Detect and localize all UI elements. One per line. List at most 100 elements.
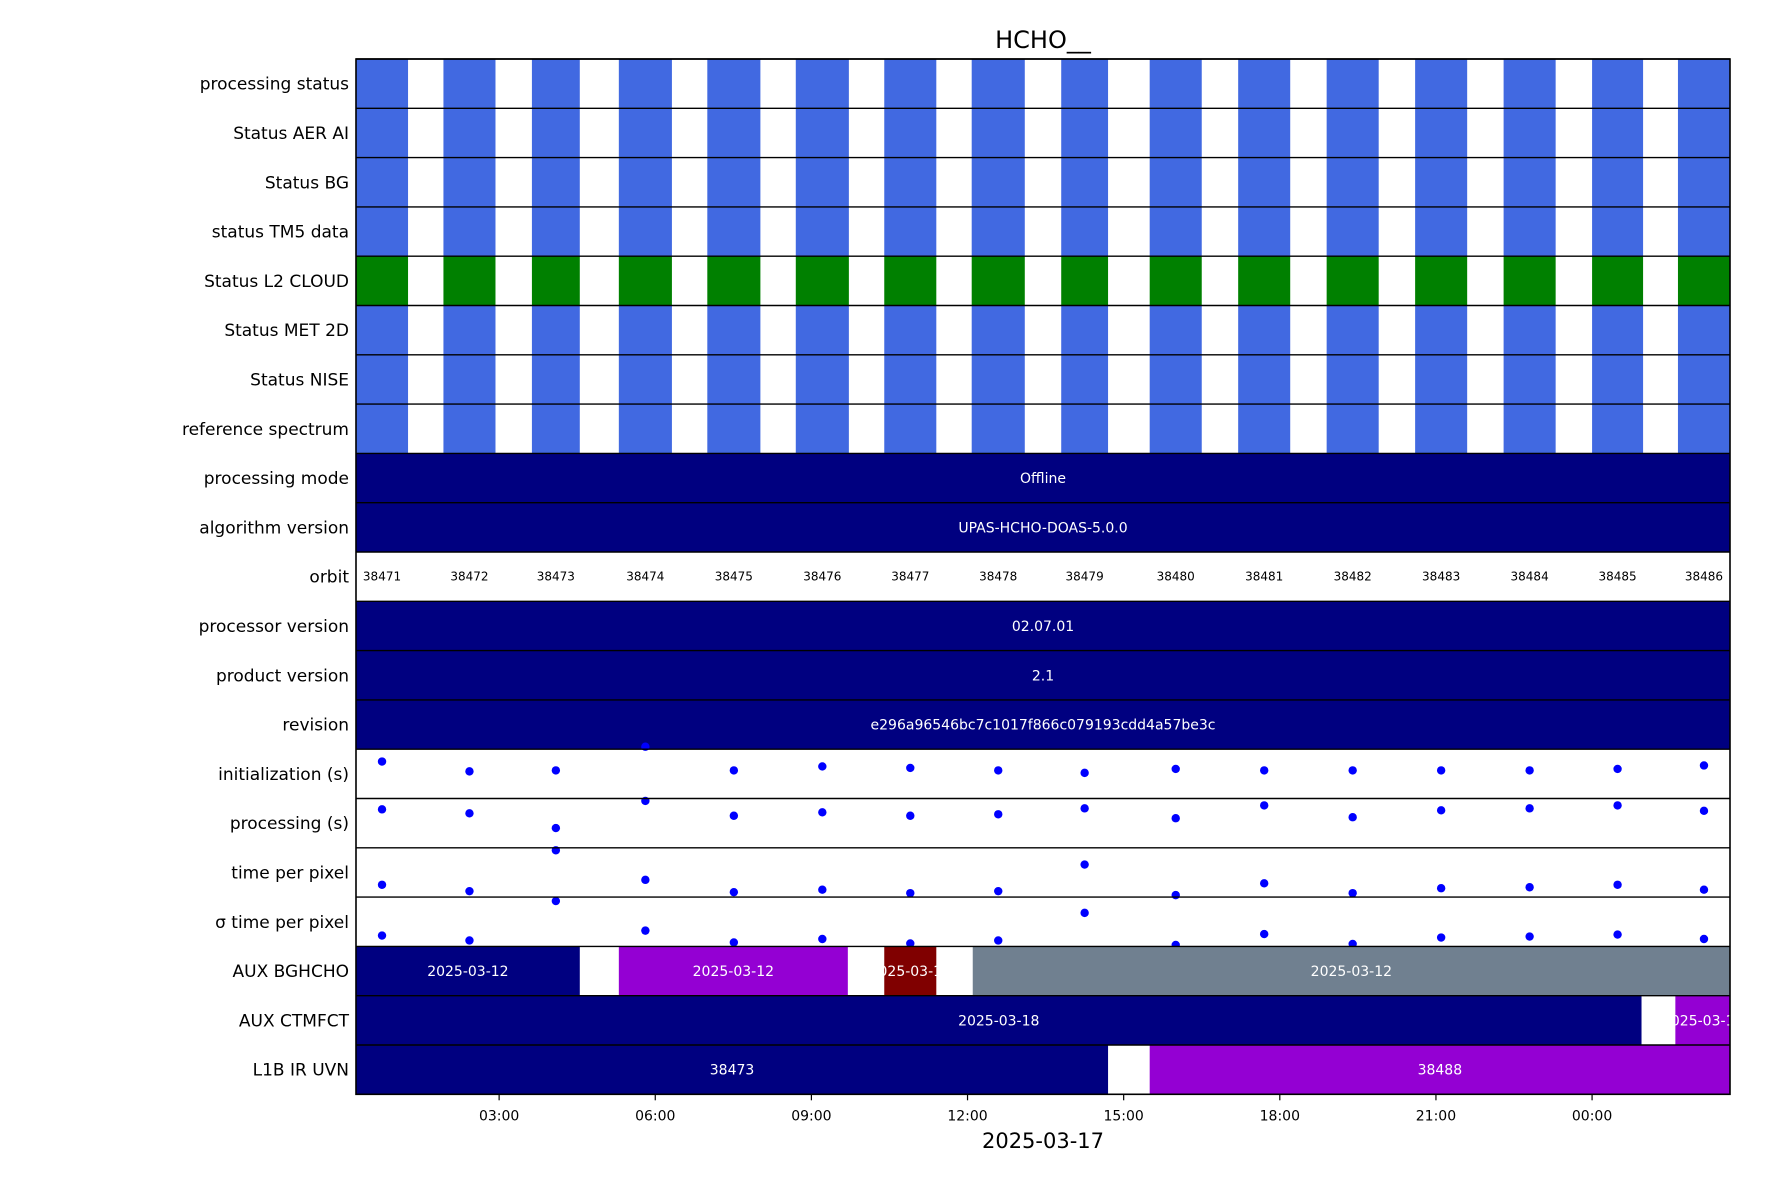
data-point	[906, 763, 915, 773]
status-bar	[884, 354, 937, 405]
status-bar	[1061, 157, 1109, 207]
data-point	[1080, 768, 1089, 778]
status-bar	[1238, 206, 1291, 257]
status-bar	[1677, 157, 1730, 207]
data-point	[994, 886, 1003, 896]
row-label: product version	[216, 666, 349, 686]
status-bar	[1238, 59, 1291, 109]
data-point	[1348, 766, 1357, 775]
status-bar	[1061, 305, 1109, 355]
status-bar	[618, 157, 672, 207]
status-bar	[1677, 59, 1730, 109]
status-bar	[356, 157, 409, 207]
segment-label: 2025-03-12	[693, 964, 774, 980]
data-point	[1613, 930, 1622, 939]
band-label: 2.1	[1032, 668, 1054, 684]
status-bar	[1415, 305, 1468, 355]
segment-bar	[1675, 995, 1730, 1045]
status-bar	[1061, 206, 1109, 257]
orbit-label: 38479	[1066, 570, 1104, 584]
data-point	[1613, 764, 1622, 774]
data-point	[818, 934, 827, 944]
status-bar	[356, 305, 409, 355]
status-bar	[707, 59, 761, 109]
status-bar	[1503, 108, 1556, 158]
x-tick-label: 00:00	[1572, 1108, 1612, 1124]
status-bar	[1238, 108, 1291, 158]
status-bar	[795, 305, 849, 355]
status-bar	[795, 108, 849, 158]
data-point	[994, 810, 1003, 819]
status-bar	[531, 354, 580, 405]
row-label: AUX CTMFCT	[239, 1011, 350, 1031]
status-bar	[1503, 256, 1556, 306]
status-bar	[1061, 404, 1109, 454]
status-bar	[971, 206, 1025, 257]
status-bar	[618, 206, 672, 257]
status-bar	[707, 404, 761, 454]
status-bar	[795, 206, 849, 257]
status-bar	[1592, 59, 1644, 109]
data-point	[641, 875, 650, 885]
data-point	[377, 805, 387, 814]
status-bar	[1503, 404, 1556, 454]
status-bar	[1149, 404, 1202, 454]
status-bar	[884, 206, 937, 257]
data-point	[1699, 761, 1709, 770]
status-bar	[443, 354, 496, 405]
status-bar	[1592, 354, 1644, 405]
data-point	[1259, 879, 1269, 888]
data-point	[818, 808, 827, 817]
segment-label: 2025-03-19	[1662, 1013, 1743, 1029]
segment-label: 2025-03-18	[958, 1013, 1039, 1029]
data-point	[994, 766, 1003, 775]
x-tick-label: 15:00	[1103, 1108, 1143, 1124]
status-bar	[1503, 59, 1556, 109]
status-bar	[531, 59, 580, 109]
status-bar	[443, 404, 496, 454]
data-point	[1699, 885, 1709, 894]
status-bar	[1677, 354, 1730, 405]
segment-bar	[356, 946, 580, 996]
data-point	[465, 809, 474, 818]
status-bar	[884, 305, 937, 355]
segment-bar	[884, 946, 937, 996]
row-label: reference spectrum	[182, 420, 349, 440]
status-bar	[1149, 157, 1202, 207]
row-label: processor version	[199, 617, 349, 637]
segment-label: 2025-03-12	[870, 964, 951, 980]
data-point	[1436, 766, 1446, 775]
status-bar	[1415, 59, 1468, 109]
x-tick-label: 06:00	[635, 1108, 675, 1124]
status-bar	[531, 108, 580, 158]
status-bar	[1592, 305, 1644, 355]
orbit-label: 38485	[1598, 570, 1636, 584]
status-bar	[1326, 404, 1379, 454]
status-bar	[1677, 256, 1730, 306]
orbit-label: 38483	[1422, 570, 1460, 584]
status-bar	[1061, 59, 1109, 109]
status-bar	[1592, 404, 1644, 454]
orbit-label: 38482	[1334, 570, 1372, 584]
data-point	[1348, 813, 1357, 822]
status-bar	[707, 157, 761, 207]
status-bar	[884, 108, 937, 158]
status-bar	[1415, 157, 1468, 207]
status-bar	[1238, 305, 1291, 355]
data-point	[1436, 933, 1446, 942]
status-bar	[1503, 354, 1556, 405]
row-label: Status BG	[265, 173, 349, 193]
data-point	[1525, 804, 1534, 813]
data-point	[1525, 766, 1534, 775]
status-bar	[618, 354, 672, 405]
data-point	[1171, 764, 1180, 774]
status-bar	[531, 157, 580, 207]
band-label: e296a96546bc7c1017f866c079193cdd4a57be3c	[871, 718, 1216, 734]
data-point	[465, 936, 474, 945]
orbit-label: 38481	[1245, 570, 1283, 584]
orbit-label: 38471	[363, 570, 401, 584]
status-bar	[443, 59, 496, 109]
orbit-label: 38477	[891, 570, 929, 584]
status-bar	[1326, 157, 1379, 207]
status-bar	[707, 108, 761, 158]
